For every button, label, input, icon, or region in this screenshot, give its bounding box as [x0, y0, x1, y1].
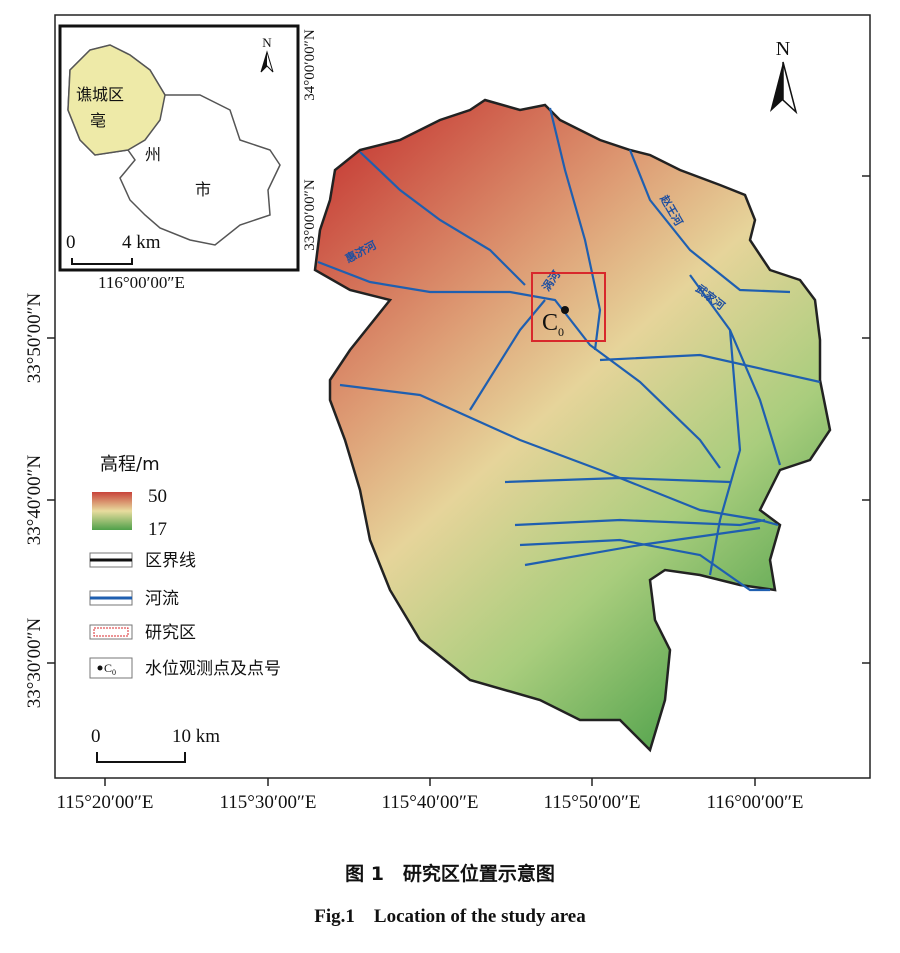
legend-station-symbol: C0	[104, 661, 116, 677]
inset-label: 州	[145, 145, 161, 164]
legend-item: 研究区	[145, 623, 196, 643]
inset-longitude-label: 116°00′00″E	[98, 273, 185, 292]
legend-title: 高程/m	[100, 454, 160, 475]
rivers	[317, 107, 821, 592]
longitude-label: 115°40′00″E	[381, 792, 478, 813]
inset-scale-bar	[71, 258, 133, 265]
scale-bar	[96, 752, 186, 763]
legend-item: 区界线	[145, 551, 196, 571]
inset-latitude-label: 34°00′00″N	[302, 29, 318, 101]
inset-latitude-label: 33°00′00″N	[302, 179, 318, 251]
map-frame	[54, 14, 871, 779]
legend: 高程/m 50 17 区界线 河流 研究区 C0 水位观测点及点号	[89, 454, 281, 679]
longitude-label: 115°30′00″E	[219, 792, 316, 813]
inset-label: 谯城区	[76, 85, 124, 104]
inset-north-label: N	[262, 35, 272, 50]
inset-label: 市	[195, 180, 211, 199]
legend-station-number: 0	[112, 668, 116, 677]
legend-item: 水位观测点及点号	[145, 659, 281, 679]
inset-scale-label: 0	[66, 232, 76, 253]
latitude-label: 33°30′00″N	[24, 618, 45, 709]
latitude-label: 33°50′00″N	[24, 293, 45, 384]
legend-item: 河流	[145, 589, 179, 609]
scale-label: 0	[91, 726, 101, 747]
station-letter: C	[542, 310, 558, 336]
longitude-labels: 115°20′00″E 115°30′00″E 115°40′00″E 115°…	[56, 792, 803, 813]
station-point	[561, 306, 569, 314]
north-label: N	[776, 38, 790, 60]
longitude-label: 116°00′00″E	[706, 792, 803, 813]
inset-scale-label: 4 km	[122, 232, 161, 253]
legend-symbol	[89, 657, 133, 679]
caption-english: Fig.1 Location of the study area	[314, 906, 586, 927]
study-area-box	[531, 272, 606, 342]
scale-label: 10 km	[172, 726, 220, 747]
inset-label: 亳	[90, 111, 106, 130]
latitude-label: 33°40′00″N	[24, 455, 45, 546]
graticule-ticks	[47, 175, 870, 786]
station-number: 0	[558, 325, 564, 339]
legend-min: 17	[148, 519, 167, 540]
inset-map	[67, 44, 281, 246]
legend-station-letter: C	[104, 661, 112, 675]
legend-symbol	[89, 624, 133, 640]
north-arrow: N	[770, 38, 798, 115]
station-label: C0	[542, 310, 564, 339]
study-region	[313, 98, 832, 753]
legend-max: 50	[148, 486, 167, 507]
caption-chinese: 图 1 研究区位置示意图	[345, 862, 555, 885]
longitude-label: 115°50′00″E	[543, 792, 640, 813]
longitude-label: 115°20′00″E	[56, 792, 153, 813]
legend-gradient	[92, 492, 132, 530]
latitude-labels: 33°50′00″N 33°40′00″N 33°30′00″N	[24, 293, 45, 709]
